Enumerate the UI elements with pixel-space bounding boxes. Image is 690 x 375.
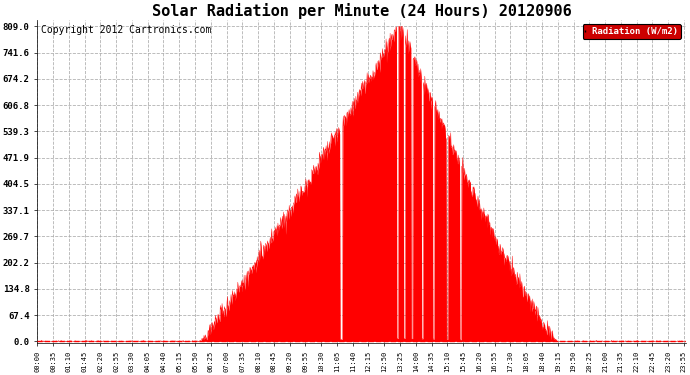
Legend: Radiation (W/m2): Radiation (W/m2): [582, 24, 681, 39]
Title: Solar Radiation per Minute (24 Hours) 20120906: Solar Radiation per Minute (24 Hours) 20…: [152, 3, 571, 19]
Text: Copyright 2012 Cartronics.com: Copyright 2012 Cartronics.com: [41, 25, 211, 35]
